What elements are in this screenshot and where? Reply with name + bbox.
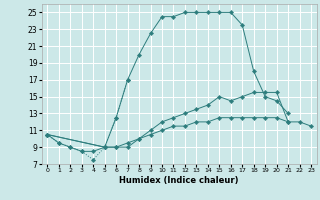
X-axis label: Humidex (Indice chaleur): Humidex (Indice chaleur) (119, 176, 239, 185)
